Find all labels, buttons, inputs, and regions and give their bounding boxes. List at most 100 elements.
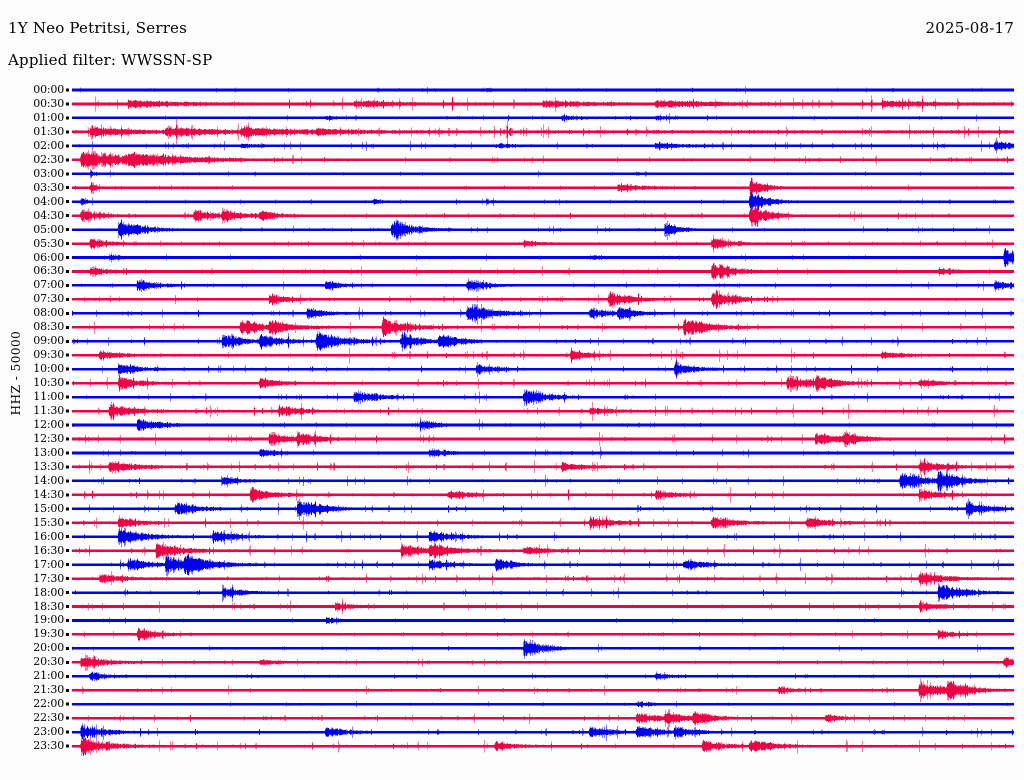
- trace-baseline: [72, 381, 1014, 385]
- time-label: 09:00: [33, 334, 64, 348]
- trace-baseline: [72, 326, 1014, 329]
- time-label: 08:30: [33, 320, 64, 334]
- time-label: 17:30: [33, 571, 64, 585]
- time-label: 09:30: [33, 348, 64, 362]
- axis-tick: [66, 605, 69, 609]
- axis-tick: [66, 702, 69, 706]
- time-label: 01:30: [33, 124, 64, 138]
- time-label: 16:00: [33, 529, 64, 543]
- time-label: 19:00: [33, 613, 64, 627]
- trace-baseline: [72, 339, 1014, 343]
- axis-tick: [66, 339, 69, 343]
- axis-tick: [66, 395, 69, 399]
- axis-tick: [66, 297, 69, 301]
- time-label: 12:00: [33, 418, 64, 432]
- trace-baseline: [72, 744, 1014, 748]
- axis-tick: [66, 674, 69, 678]
- trace-baseline: [72, 605, 1014, 608]
- time-label: 04:30: [33, 208, 64, 222]
- trace-baseline: [72, 102, 1014, 106]
- trace-baseline: [72, 353, 1014, 357]
- time-label: 20:00: [33, 641, 64, 655]
- time-label: 23:00: [33, 725, 64, 739]
- axis-tick: [66, 577, 69, 581]
- axis-tick: [66, 646, 69, 650]
- axis-tick: [66, 507, 69, 511]
- time-label: 14:30: [33, 487, 64, 501]
- time-label: 03:30: [33, 180, 64, 194]
- axis-tick: [66, 409, 69, 413]
- axis-tick: [66, 744, 69, 748]
- axis-tick: [66, 311, 69, 315]
- axis-tick: [66, 521, 69, 525]
- time-label: 19:30: [33, 627, 64, 641]
- trace-baseline: [72, 214, 1014, 217]
- axis-tick: [66, 688, 69, 692]
- axis-tick: [66, 730, 69, 734]
- trace-baseline: [72, 507, 1014, 511]
- trace-baseline: [72, 186, 1014, 190]
- time-label: 11:30: [33, 404, 64, 418]
- time-label: 07:30: [33, 292, 64, 306]
- trace-baseline: [72, 688, 1014, 692]
- time-label: 04:00: [33, 194, 64, 208]
- axis-tick: [66, 242, 69, 246]
- trace-baseline: [72, 591, 1014, 594]
- time-label: 02:30: [33, 152, 64, 166]
- trace-baseline: [72, 144, 1014, 148]
- axis-tick: [66, 102, 69, 106]
- trace-baseline: [72, 298, 1014, 301]
- time-label: 00:30: [33, 96, 64, 110]
- trace-baseline: [72, 284, 1014, 287]
- trace-baseline: [72, 200, 1014, 203]
- trace-baseline: [72, 633, 1014, 636]
- trace-baseline: [72, 647, 1014, 650]
- axis-tick: [66, 535, 69, 539]
- time-label: 21:00: [33, 669, 64, 683]
- trace-baseline: [72, 256, 1014, 259]
- axis-tick: [66, 186, 69, 190]
- trace-baseline: [72, 465, 1014, 469]
- time-label: 06:30: [33, 264, 64, 278]
- trace-baseline: [72, 479, 1014, 483]
- trace-baseline: [72, 228, 1014, 231]
- axis-tick: [66, 283, 69, 287]
- axis-tick: [66, 618, 69, 622]
- trace-baseline: [72, 395, 1014, 399]
- time-label: 18:30: [33, 599, 64, 613]
- trace-baseline: [72, 521, 1014, 525]
- axis-tick: [66, 130, 69, 134]
- axis-tick: [66, 660, 69, 664]
- time-label: 13:30: [33, 459, 64, 473]
- trace-baseline: [72, 116, 1014, 120]
- time-label: 02:00: [33, 138, 64, 152]
- trace-baseline: [72, 367, 1014, 371]
- time-label: 22:30: [33, 711, 64, 725]
- time-label: 00:00: [33, 83, 64, 96]
- axis-tick: [66, 563, 69, 567]
- axis-tick: [66, 591, 69, 595]
- trace-baseline: [72, 242, 1014, 245]
- trace-baseline: [72, 730, 1014, 734]
- time-label: 06:00: [33, 250, 64, 264]
- trace-baseline: [72, 270, 1014, 273]
- trace-baseline: [72, 675, 1014, 678]
- trace-baseline: [72, 661, 1014, 664]
- axis-tick: [66, 200, 69, 204]
- trace-baseline: [72, 437, 1014, 441]
- trace-baseline: [72, 716, 1014, 720]
- trace-baseline: [72, 549, 1014, 552]
- time-label: 17:00: [33, 557, 64, 571]
- axis-tick: [66, 451, 69, 455]
- time-label: 15:00: [33, 501, 64, 515]
- axis-tick: [66, 158, 69, 162]
- time-label: 10:00: [33, 362, 64, 376]
- time-label: 21:30: [33, 683, 64, 697]
- axis-tick: [66, 172, 69, 176]
- time-label: 10:30: [33, 376, 64, 390]
- trace-baseline: [72, 535, 1014, 539]
- axis-tick: [66, 437, 69, 441]
